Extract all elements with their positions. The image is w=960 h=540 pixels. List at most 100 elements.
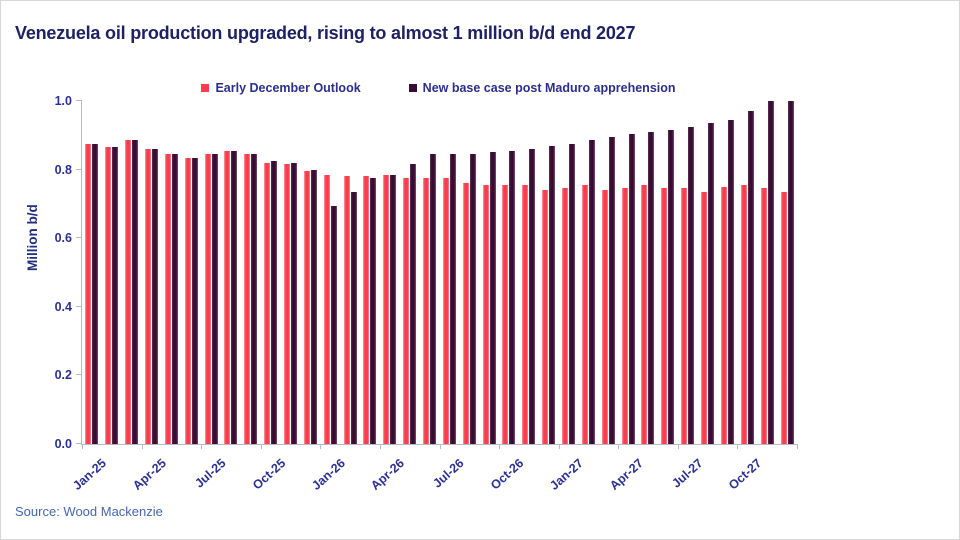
bar-early-december <box>442 178 449 444</box>
bar-early-december <box>641 185 648 444</box>
x-axis-tick-label: Jan-26 <box>308 456 348 493</box>
bar-early-december <box>601 190 608 444</box>
bar-new-base-case <box>588 140 595 444</box>
x-axis-tick <box>737 444 739 449</box>
y-axis-tick-label: 0.0 <box>54 437 72 451</box>
bar-early-december <box>403 178 410 444</box>
y-axis-tick <box>76 100 82 101</box>
bar-new-base-case <box>747 111 754 444</box>
bar-group <box>539 101 559 444</box>
x-axis-tick-label: Oct-26 <box>488 456 527 493</box>
bar-early-december <box>164 154 171 444</box>
x-axis-tick-label: Jul-25 <box>192 456 229 491</box>
y-axis-tick <box>76 168 82 170</box>
bar-new-base-case <box>132 140 139 444</box>
bar-new-base-case <box>370 178 377 444</box>
bar-group <box>300 101 320 444</box>
bar-group <box>638 101 658 444</box>
bar-early-december <box>661 188 668 444</box>
bar-new-base-case <box>787 101 794 444</box>
legend-item-new-base-case: New base case post Maduro apprehension <box>408 81 676 95</box>
legend-label-early-december: Early December Outlook <box>215 81 361 95</box>
y-axis-tick-label: 0.8 <box>54 162 72 177</box>
bar-new-base-case <box>688 126 695 444</box>
bar-group <box>420 101 440 444</box>
bar-new-base-case <box>668 130 675 444</box>
bar-early-december <box>621 188 628 444</box>
bar-group <box>320 101 340 444</box>
bar-early-december <box>244 154 251 444</box>
bar-early-december <box>323 174 330 444</box>
bar-new-base-case <box>449 154 456 444</box>
bar-group <box>718 101 738 444</box>
bar-group <box>479 101 499 444</box>
bar-group <box>439 101 459 444</box>
bar-group <box>142 101 162 444</box>
bar-early-december <box>701 191 708 444</box>
bar-new-base-case <box>112 147 119 444</box>
x-axis-tick <box>260 444 262 449</box>
bar-early-december <box>284 164 291 444</box>
legend-item-early-december: Early December Outlook <box>201 81 361 95</box>
bar-new-base-case <box>291 163 298 444</box>
x-axis-tick-label: Jan-25 <box>70 456 110 493</box>
bar-group <box>618 101 638 444</box>
legend-label-new-base-case: New base case post Maduro apprehension <box>422 81 676 95</box>
bar-new-base-case <box>390 174 397 444</box>
bar-new-base-case <box>549 145 556 444</box>
bar-group <box>102 101 122 444</box>
bar-group <box>598 101 618 444</box>
bar-group <box>221 101 241 444</box>
x-axis-tick <box>499 444 501 449</box>
bar-early-december <box>720 186 727 444</box>
x-axis-tick-label: Jul-26 <box>430 456 467 491</box>
x-axis-tick <box>797 444 798 449</box>
bar-new-base-case <box>171 154 178 444</box>
bar-group <box>777 101 797 444</box>
bar-new-base-case <box>430 154 437 444</box>
x-axis-tick <box>320 444 322 449</box>
bar-early-december <box>383 174 390 444</box>
bar-early-december <box>105 147 112 444</box>
bar-new-base-case <box>92 143 99 444</box>
bar-group <box>757 101 777 444</box>
bar-group <box>360 101 380 444</box>
bar-early-december <box>562 188 569 444</box>
bar-early-december <box>542 190 549 444</box>
x-axis-tick <box>379 444 381 449</box>
bar-new-base-case <box>708 123 715 444</box>
x-axis-tick <box>82 444 83 449</box>
bar-early-december <box>264 162 271 444</box>
bar-group <box>201 101 221 444</box>
x-axis-tick <box>618 444 620 449</box>
bar-group <box>400 101 420 444</box>
bar-new-base-case <box>727 119 734 444</box>
bar-new-base-case <box>191 157 198 444</box>
bar-group <box>181 101 201 444</box>
bar-group <box>678 101 698 444</box>
y-axis-tick-label: 0.2 <box>54 368 72 383</box>
legend-swatch-early-december-icon <box>201 84 210 92</box>
bar-early-december <box>740 185 747 444</box>
bar-new-base-case <box>152 149 158 444</box>
bar-new-base-case <box>330 205 337 444</box>
x-axis-tick <box>439 444 441 449</box>
x-axis-tick <box>141 444 143 449</box>
bar-early-december <box>224 150 231 444</box>
bars-layer <box>82 101 797 444</box>
bar-group <box>161 101 181 444</box>
bar-group <box>519 101 539 444</box>
bar-new-base-case <box>350 191 357 444</box>
bar-early-december <box>85 143 92 444</box>
bar-new-base-case <box>271 161 278 444</box>
bar-new-base-case <box>469 154 476 444</box>
source-note: Source: Wood Mackenzie <box>15 504 163 519</box>
bar-new-base-case <box>509 150 516 444</box>
x-axis-tick-label: Oct-25 <box>249 456 289 493</box>
bar-early-december <box>681 188 688 444</box>
bar-early-december <box>760 188 767 444</box>
y-axis-tick-label: 0.4 <box>54 299 72 314</box>
bar-group <box>499 101 519 444</box>
x-axis-tick-label: Jan-27 <box>547 456 586 493</box>
